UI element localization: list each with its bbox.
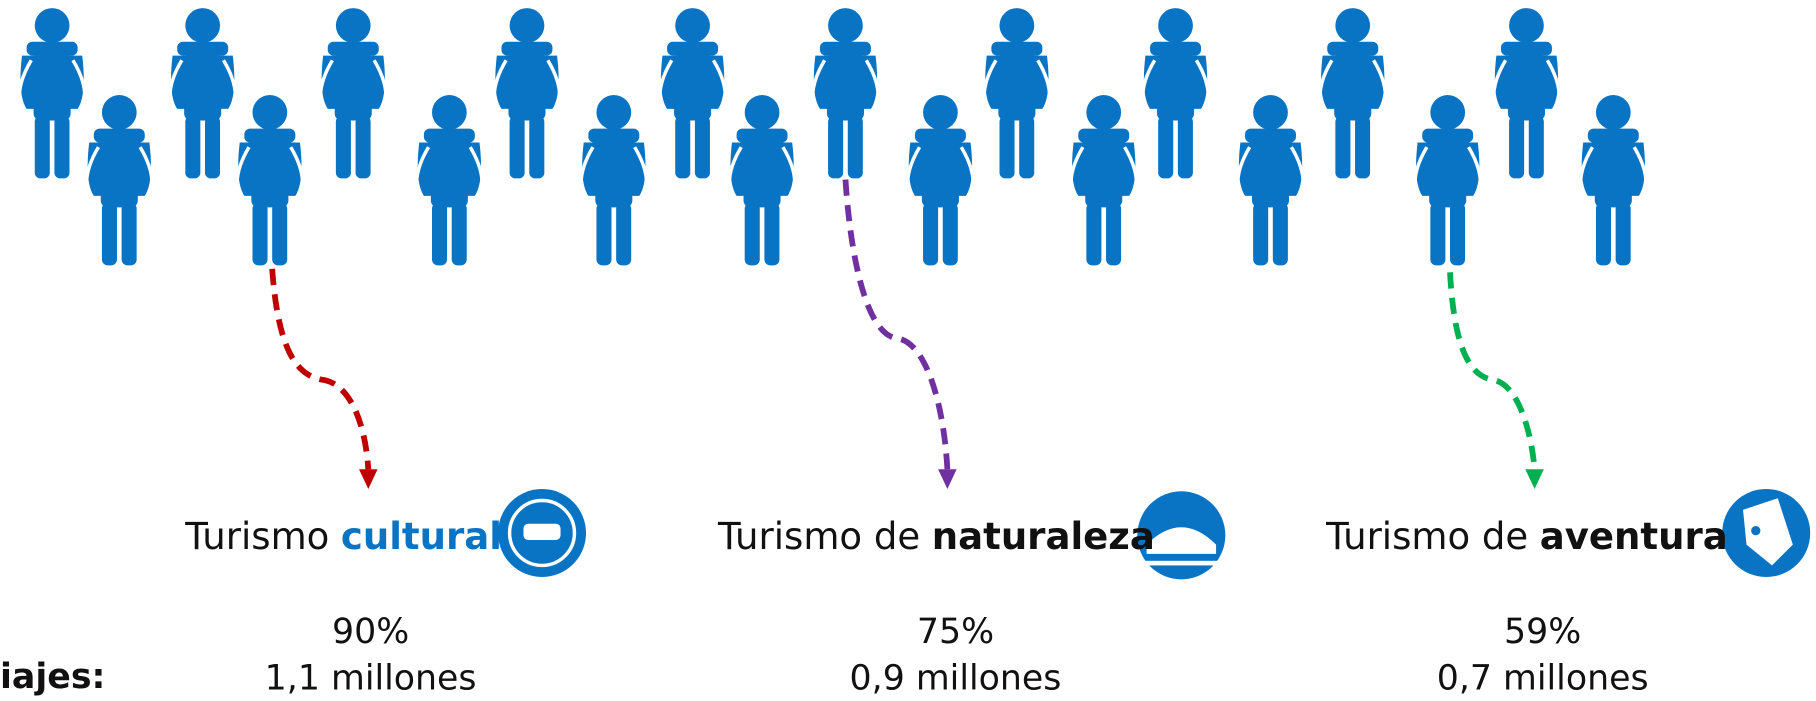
arrows	[269, 179, 1538, 470]
hiker	[1578, 93, 1648, 268]
title-prefix: Turismo de	[717, 515, 920, 558]
percent: 59%	[1504, 612, 1581, 652]
hiker	[658, 6, 728, 181]
title-highlight: naturaleza	[932, 515, 1155, 558]
hiker	[579, 93, 649, 268]
crowd	[17, 6, 1648, 268]
hiker	[414, 93, 484, 268]
arrowhead	[359, 469, 378, 489]
arrow	[1447, 272, 1538, 470]
title-highlight: cultural	[341, 515, 502, 558]
hiker	[1491, 6, 1561, 181]
hiker	[17, 6, 87, 181]
count: 0,9 millones	[850, 658, 1062, 698]
icon	[1137, 491, 1226, 580]
row-label: iajes:	[0, 657, 105, 697]
hiker	[84, 93, 154, 268]
title-prefix: Turismo de	[1325, 515, 1528, 558]
group-title: Turismo cultural	[184, 515, 502, 558]
hiker	[905, 93, 975, 268]
arrowhead	[1525, 469, 1544, 489]
title-prefix: Turismo	[184, 515, 329, 558]
hiker	[982, 6, 1052, 181]
arrow	[269, 268, 372, 470]
hiker	[1069, 93, 1139, 268]
percent: 75%	[917, 612, 994, 652]
count: 0,7 millones	[1437, 658, 1649, 698]
arrow	[842, 179, 951, 470]
hiker	[318, 6, 388, 181]
hiker	[1236, 93, 1306, 268]
hiker	[235, 93, 305, 268]
hiker	[1141, 6, 1211, 181]
icon	[1722, 488, 1811, 578]
hiker	[492, 6, 562, 181]
hiker	[1318, 6, 1388, 181]
arrowhead	[938, 469, 957, 489]
count: 1,1 millones	[265, 658, 477, 698]
percent: 90%	[332, 612, 409, 652]
hiker	[727, 93, 797, 268]
title-highlight: aventura	[1540, 515, 1728, 558]
group-title: Turismo de naturaleza	[717, 515, 1155, 558]
icon	[498, 488, 587, 578]
group-title: Turismo de aventura	[1325, 515, 1728, 558]
hiker	[1413, 93, 1483, 268]
hiker	[168, 6, 238, 181]
hiker	[810, 6, 880, 181]
